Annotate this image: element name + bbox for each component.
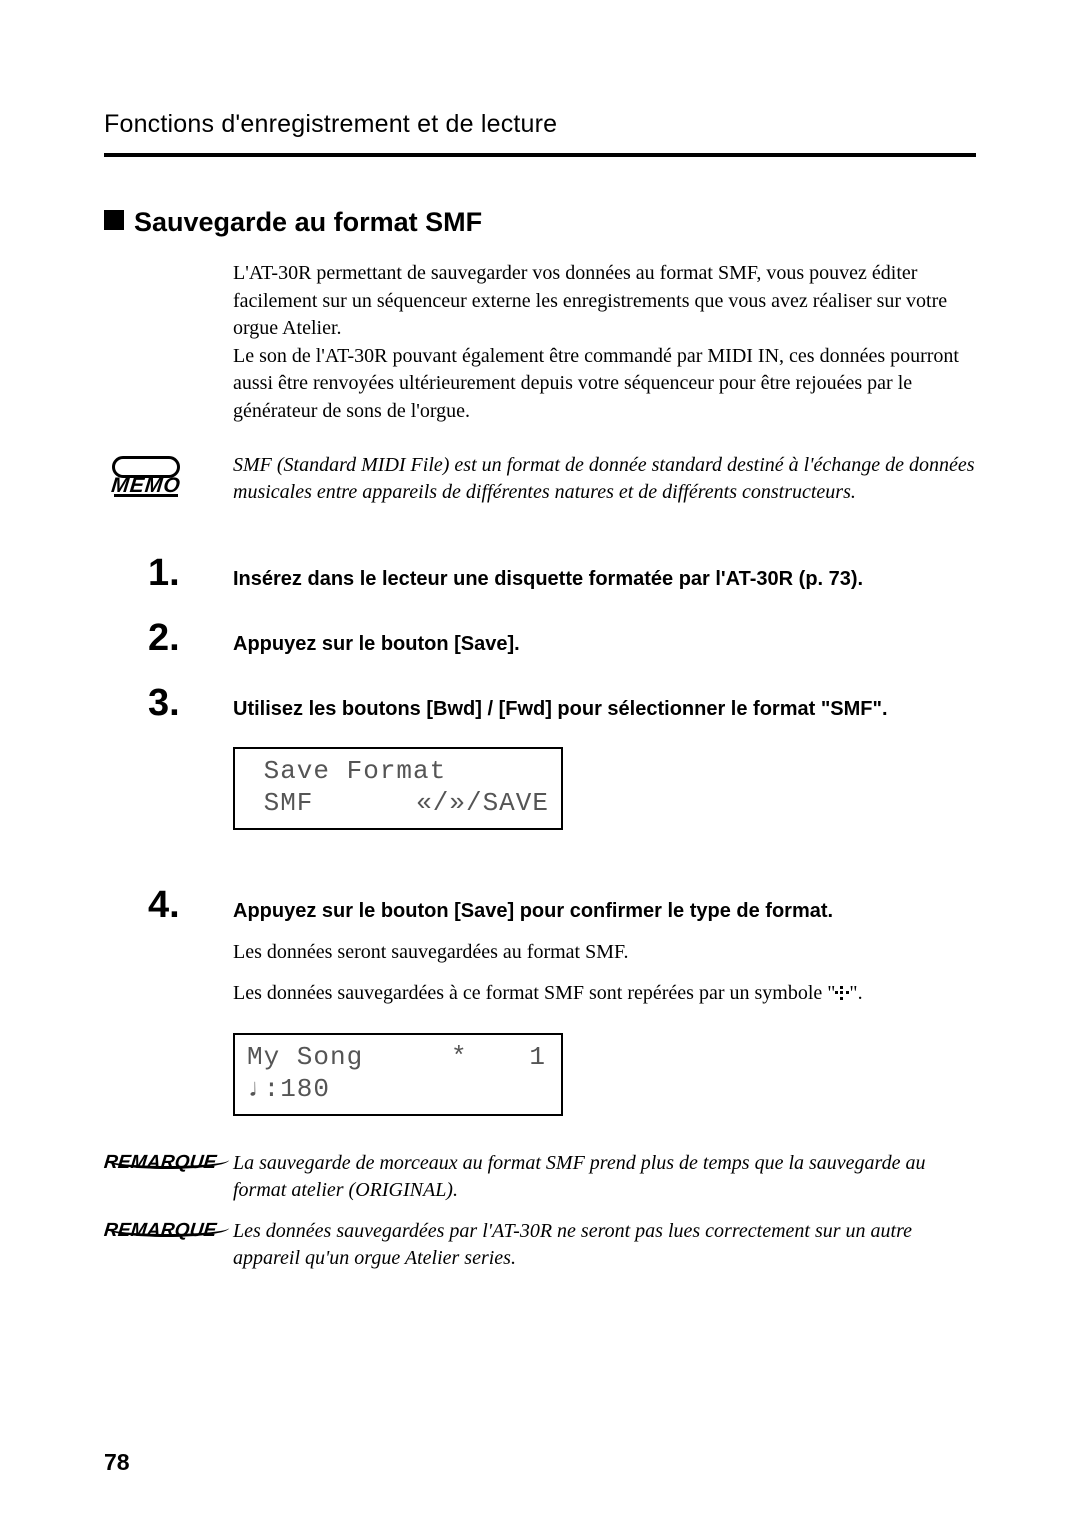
remark-2-label-col: REMARQUE	[104, 1218, 233, 1242]
lcd1-line1-left: Save Format	[247, 755, 446, 788]
remarque-icon: REMARQUE	[103, 1220, 234, 1242]
step-4-number: 4	[104, 884, 233, 927]
step-4-body: Appuyez sur le bouton [Save] pour confir…	[233, 898, 976, 1007]
step-1-text: Insérez dans le lecteur une disquette fo…	[233, 566, 976, 593]
remark-1-text: La sauvegarde de morceaux au format SMF …	[233, 1150, 976, 1204]
remarque-icon: REMARQUE	[103, 1152, 234, 1174]
memo-icon: MEMO	[104, 456, 188, 500]
section-bullet-icon	[104, 210, 124, 230]
lcd-display-2-wrap: My Song * 1 ♩:180	[233, 1033, 976, 1116]
lcd2-line1: My Song * 1	[247, 1041, 549, 1074]
lcd-display-1: Save Format SMF «/»/SAVE	[233, 747, 563, 830]
lcd1-line2: SMF «/»/SAVE	[247, 787, 549, 820]
step-2: 2 Appuyez sur le bouton [Save].	[104, 617, 976, 660]
step-1: 1 Insérez dans le lecteur une disquette …	[104, 552, 976, 595]
memo-label-col: MEMO	[104, 452, 233, 500]
steps-list: 1 Insérez dans le lecteur une disquette …	[104, 552, 976, 1116]
intro-para-1: L'AT-30R permettant de sauvegarder vos d…	[233, 260, 976, 343]
section-title: Sauvegarde au format SMF	[104, 207, 976, 238]
step-4-after2-pre: Les données sauvegardées à ce format SMF…	[233, 982, 835, 1004]
memo-block: MEMO SMF (Standard MIDI File) est un for…	[104, 452, 976, 506]
memo-text: SMF (Standard MIDI File) est un format d…	[233, 452, 976, 506]
page: Fonctions d'enregistrement et de lecture…	[0, 0, 1080, 1528]
step-3: 3 Utilisez les boutons [Bwd] / [Fwd] pou…	[104, 682, 976, 725]
lcd2-line2-left: ♩:180	[247, 1073, 330, 1106]
intro-para-2: Le son de l'AT-30R pouvant également êtr…	[233, 343, 976, 426]
remark-2: REMARQUE Les données sauvegardées par l'…	[104, 1218, 976, 1272]
lcd1-line2-left: SMF	[247, 787, 313, 820]
step-3-number: 3	[104, 682, 233, 725]
step-4-text: Appuyez sur le bouton [Save] pour confir…	[233, 898, 976, 925]
chapter-rule	[104, 153, 976, 157]
step-4-after2: Les données sauvegardées à ce format SMF…	[233, 980, 976, 1007]
step-4: 4 Appuyez sur le bouton [Save] pour conf…	[104, 884, 976, 1007]
page-number: 78	[104, 1449, 130, 1476]
dotted-plus-icon	[835, 986, 849, 1000]
chapter-title: Fonctions d'enregistrement et de lecture	[104, 110, 976, 139]
step-2-text: Appuyez sur le bouton [Save].	[233, 631, 976, 658]
lcd2-line2: ♩:180	[247, 1073, 549, 1106]
lcd1-line2-right: «/»/SAVE	[416, 787, 549, 820]
section-title-text: Sauvegarde au format SMF	[134, 207, 482, 237]
remark-1: REMARQUE La sauvegarde de morceaux au fo…	[104, 1150, 976, 1204]
lcd2-line1-right: * 1	[451, 1041, 549, 1074]
lcd1-line1: Save Format	[247, 755, 549, 788]
lcd-display-2: My Song * 1 ♩:180	[233, 1033, 563, 1116]
lcd-display-1-wrap: Save Format SMF «/»/SAVE	[233, 747, 976, 830]
step-1-number: 1	[104, 552, 233, 595]
lcd2-line1-left: My Song	[247, 1041, 363, 1074]
step-2-number: 2	[104, 617, 233, 660]
remark-2-text: Les données sauvegardées par l'AT-30R ne…	[233, 1218, 976, 1272]
step-4-after1: Les données seront sauvegardées au forma…	[233, 939, 976, 966]
step-3-text: Utilisez les boutons [Bwd] / [Fwd] pour …	[233, 696, 976, 723]
remark-1-label-col: REMARQUE	[104, 1150, 233, 1174]
section-intro: L'AT-30R permettant de sauvegarder vos d…	[233, 260, 976, 426]
step-4-after2-post: ".	[849, 982, 862, 1004]
